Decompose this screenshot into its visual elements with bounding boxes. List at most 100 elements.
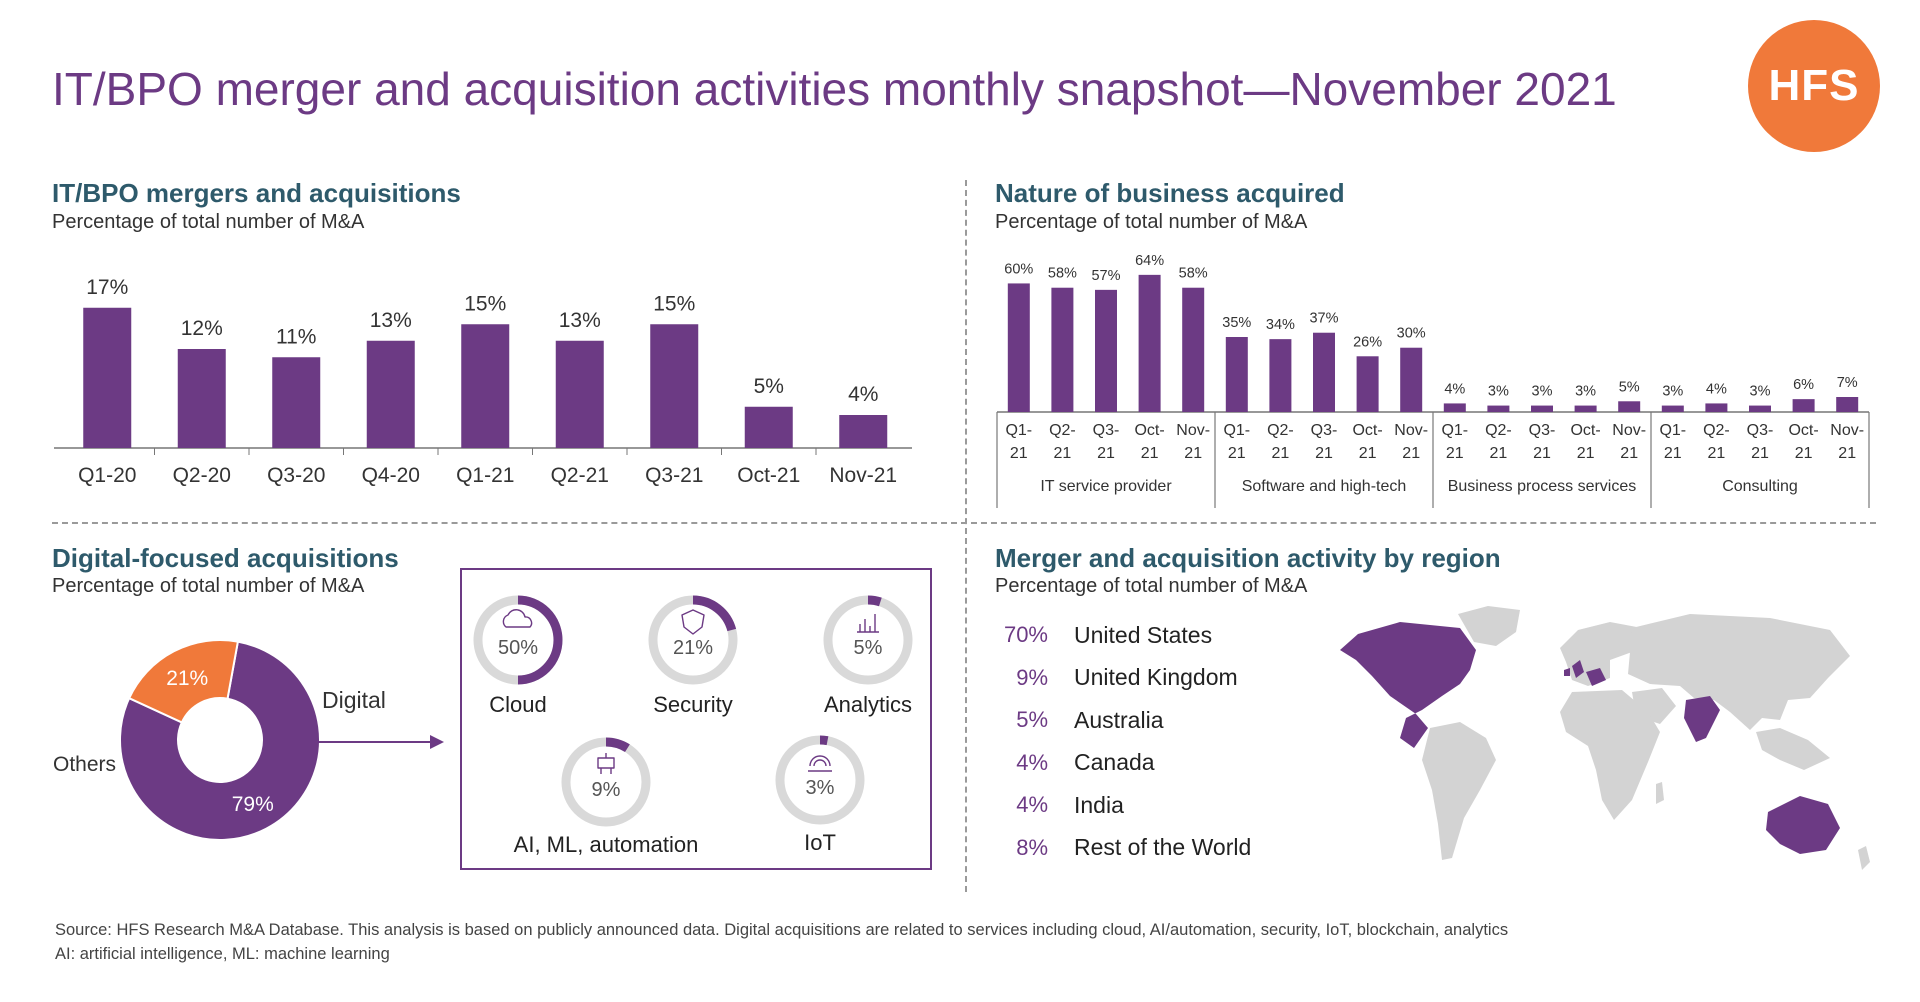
map-australia (1766, 796, 1840, 854)
nature-period-label: 21 (1272, 445, 1290, 462)
nature-period-label: Q2- (1049, 422, 1076, 439)
nature-period-label: 21 (1795, 445, 1813, 462)
nature-bar-value-label: 5% (1619, 379, 1640, 395)
nature-period-label: 21 (1010, 445, 1028, 462)
ring-value-arc (605, 737, 630, 753)
nature-period-label: Q2- (1485, 422, 1512, 439)
nature-period-label: Oct- (1134, 422, 1164, 439)
region-row: 8% Rest of the World (992, 827, 1251, 870)
source-note: Source: HFS Research M&A Database. This … (55, 918, 1508, 966)
ma-bar (839, 415, 888, 448)
region-percentage: 8% (1016, 834, 1048, 860)
nature-bar-value-label: 60% (1004, 261, 1033, 277)
map-southeast-asia (1756, 728, 1830, 770)
ma-bar (650, 324, 699, 448)
region-row: 5% Australia (992, 699, 1251, 742)
ring-category-label: Security (653, 692, 732, 717)
nature-period-label: Q1- (1005, 422, 1032, 439)
nature-bar-value-label: 35% (1222, 315, 1251, 331)
map-india (1684, 696, 1720, 742)
region-name: Rest of the World (1074, 834, 1252, 861)
digital-panel-subtitle: Percentage of total number of M&A (52, 575, 365, 597)
cloud-icon (502, 609, 533, 628)
region-name: Australia (1074, 706, 1164, 733)
nature-period-label: Q1- (1441, 422, 1468, 439)
ma-panel-title: IT/BPO mergers and acquisitions (52, 178, 461, 208)
iot-icon (808, 755, 832, 772)
nature-bar-value-label: 6% (1793, 377, 1814, 393)
nature-bar (1836, 397, 1859, 412)
nature-period-label: 21 (1533, 445, 1551, 462)
nature-bar (1487, 405, 1510, 412)
ma-bar-value-label: 5% (754, 375, 784, 398)
nature-bar (1138, 274, 1161, 412)
nature-period-label: 21 (1141, 445, 1159, 462)
nature-period-label: Q2- (1267, 422, 1294, 439)
donut-slice-digital (119, 640, 321, 841)
nature-bar-value-label: 34% (1266, 317, 1295, 333)
nature-period-label: 21 (1664, 445, 1682, 462)
nature-period-label: 21 (1838, 445, 1856, 462)
donut-legend-label: Digital (322, 687, 386, 713)
ma-category-label: Q1-20 (78, 464, 136, 487)
region-row: 4% India (992, 784, 1251, 827)
donut-legend-label: Others (53, 753, 116, 776)
nature-bar (1051, 287, 1074, 412)
nature-period-label: Nov- (1394, 422, 1428, 439)
nature-bar (1705, 403, 1728, 412)
ma-bar (461, 324, 510, 448)
region-percentage: 5% (1016, 707, 1048, 733)
nature-panel-subtitle: Percentage of total number of M&A (995, 211, 1308, 233)
nature-period-label: Q3- (1093, 422, 1120, 439)
nature-bar-value-label: 4% (1444, 381, 1465, 397)
nature-period-label: Q1- (1223, 422, 1250, 439)
ma-bar-chart: 17% Q1-20 12% Q2-20 11% Q3-20 13% Q4-20 15% Q1-21… (54, 276, 912, 487)
nature-group-label: Business process services (1448, 478, 1637, 495)
ma-bar-value-label: 15% (653, 292, 695, 315)
ma-bar-value-label: 13% (370, 309, 412, 332)
ma-bar-value-label: 11% (276, 325, 316, 348)
ring-value-label: 50% (498, 637, 538, 659)
nature-bar (1095, 289, 1117, 412)
nature-bar-value-label: 30% (1397, 326, 1426, 342)
ring-value-label: 3% (806, 777, 835, 799)
nature-bar-value-label: 4% (1706, 381, 1727, 397)
nature-period-label: 21 (1708, 445, 1726, 462)
digital-donut-chart: 79% 21% Digital Others (53, 639, 444, 841)
nature-bar-value-label: 57% (1091, 268, 1120, 284)
nature-bar (1007, 283, 1030, 412)
nature-period-label: 21 (1228, 445, 1246, 462)
region-percentage: 70% (1003, 622, 1048, 648)
ma-bar (272, 357, 321, 448)
nature-bar-value-label: 3% (1575, 384, 1596, 400)
ring-value-arc (867, 595, 882, 607)
nature-period-label: 21 (1751, 445, 1769, 462)
map-south-america (1422, 722, 1496, 860)
nature-bar-value-label: 3% (1488, 384, 1509, 400)
map-greenland (1458, 606, 1520, 646)
map-north-america (1340, 622, 1476, 748)
nature-period-label: Oct- (1570, 422, 1600, 439)
ma-category-label: Nov-21 (829, 464, 897, 487)
region-row: 4% Canada (992, 742, 1251, 785)
nature-group-label: Consulting (1722, 478, 1798, 495)
nature-group-label: IT service provider (1040, 478, 1172, 495)
ma-bar (366, 340, 415, 448)
ring-value-label: 21% (673, 637, 713, 659)
nature-period-label: Q1- (1659, 422, 1686, 439)
nature-period-label: 21 (1620, 445, 1638, 462)
vertical-divider (965, 180, 967, 892)
ring-value-label: 5% (854, 637, 883, 659)
donut-slice-label: 21% (166, 667, 208, 690)
ring-value-arc (819, 735, 829, 746)
nature-bar-value-label: 37% (1309, 311, 1338, 327)
nature-bar-value-label: 3% (1662, 384, 1683, 400)
ma-category-label: Q2-21 (551, 464, 609, 487)
ring-category-label: IoT (804, 830, 836, 855)
donut-arrow-head (430, 735, 444, 749)
nature-period-label: 21 (1315, 445, 1333, 462)
nature-bar (1400, 347, 1423, 412)
nature-bar (1749, 405, 1771, 412)
nature-bar (1574, 405, 1597, 412)
ring-value-label: 9% (592, 779, 621, 801)
